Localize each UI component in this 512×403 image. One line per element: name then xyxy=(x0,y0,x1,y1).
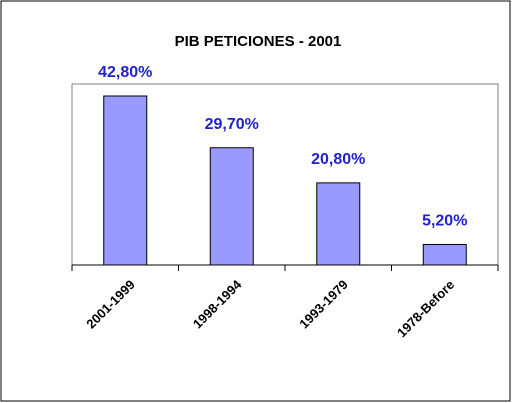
value-label: 29,70% xyxy=(205,116,259,133)
bar xyxy=(103,95,148,266)
bar xyxy=(316,182,361,266)
chart-title: PIB PETICIONES - 2001 xyxy=(175,33,342,50)
value-label: 5,20% xyxy=(422,213,467,230)
value-label: 42,80% xyxy=(98,64,152,81)
value-label: 20,80% xyxy=(311,151,365,168)
bar xyxy=(209,147,254,266)
bar xyxy=(422,243,467,266)
